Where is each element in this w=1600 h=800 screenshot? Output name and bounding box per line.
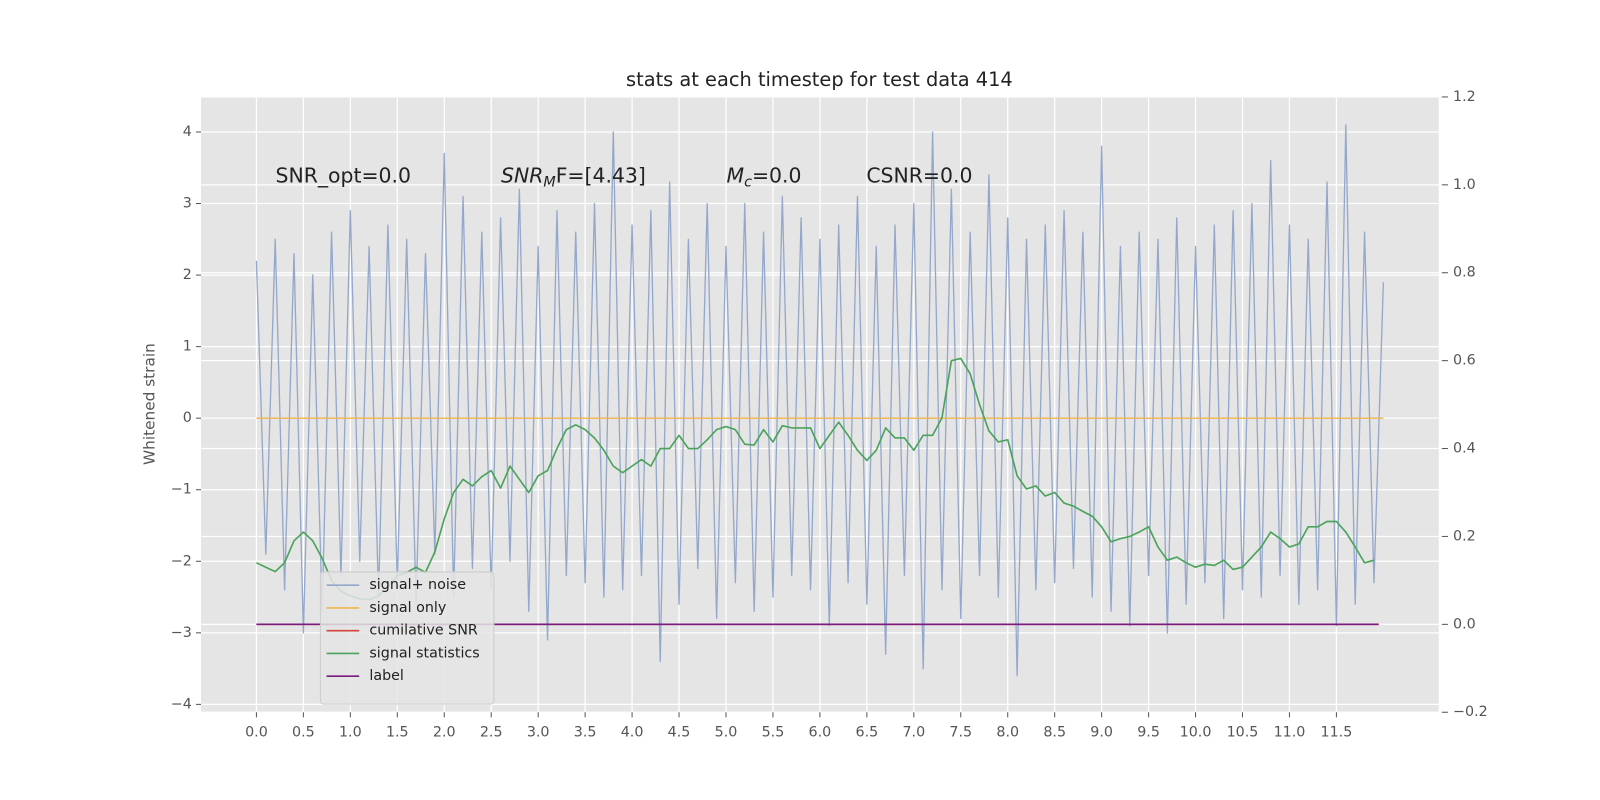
y-tick-label: 3 xyxy=(183,196,192,212)
y2-tick-label: 1.0 xyxy=(1453,177,1476,193)
x-tick-label: 5.0 xyxy=(715,725,738,741)
annotation-base: SNR xyxy=(501,164,543,188)
y2-tick-label: 1.2 xyxy=(1453,89,1476,105)
y-tick-label: 2 xyxy=(183,267,192,283)
y2-tick-label: 0.0 xyxy=(1453,616,1476,632)
x-tick-label: 0.0 xyxy=(245,725,268,741)
x-tick-label: 10.0 xyxy=(1180,725,1212,741)
x-tick-label: 10.5 xyxy=(1227,725,1259,741)
annotation: CSNR=0.0 xyxy=(866,164,972,188)
annotation: Mc=0.0 xyxy=(727,164,802,191)
legend-label: cumilative SNR xyxy=(369,623,477,639)
axes: 0.0 0.5 1.0 1.5 2.0 2.5 3.0 3.5 4.0 4.5 5.0 5.5 6.0 6… xyxy=(171,89,1488,741)
annotation-sub: c xyxy=(744,175,752,191)
legend-box xyxy=(319,571,495,705)
x-tick-label: 11.5 xyxy=(1321,725,1353,741)
y2-tick-label: 0.4 xyxy=(1453,441,1476,457)
x-tick-label: 8.0 xyxy=(996,725,1019,741)
legend-label: signal only xyxy=(369,600,446,616)
y-tick-label: 4 xyxy=(183,124,192,140)
legend-label: signal+ noise xyxy=(369,577,466,593)
x-tick-label: 6.0 xyxy=(809,725,832,741)
legend-label: signal statistics xyxy=(369,645,479,661)
x-tick-label: 2.0 xyxy=(433,725,456,741)
x-tick-label: 7.0 xyxy=(902,725,925,741)
y-tick-label: −3 xyxy=(171,625,192,641)
x-tick-label: 5.5 xyxy=(762,725,785,741)
annotation-rest: =0.0 xyxy=(752,164,802,188)
annotation: SNRMF=[4.43] xyxy=(501,164,646,191)
x-tick-label: 4.5 xyxy=(668,725,691,741)
legend: signal+ noise signal only cumilative SNR si… xyxy=(319,571,495,705)
annotation-base: M xyxy=(727,164,745,188)
y-tick-label: 1 xyxy=(183,339,192,355)
x-tick-label: 3.0 xyxy=(527,725,550,741)
x-tick-label: 1.5 xyxy=(386,725,409,741)
y2-tick-label: 0.8 xyxy=(1453,265,1476,281)
x-tick-label: 9.5 xyxy=(1137,725,1160,741)
y2-tick-label: 0.2 xyxy=(1453,528,1476,544)
y2-tick-label: −0.2 xyxy=(1453,704,1488,720)
legend-label: label xyxy=(369,668,404,684)
x-tick-label: 0.5 xyxy=(292,725,315,741)
x-tick-label: 9.0 xyxy=(1090,725,1113,741)
annotation-sub: M xyxy=(543,175,555,191)
x-tick-label: 11.0 xyxy=(1274,725,1306,741)
annotation: SNR_opt=0.0 xyxy=(276,164,412,189)
y-tick-label: 0 xyxy=(183,410,192,426)
annotation-rest: F=[4.43] xyxy=(556,164,646,188)
series-line xyxy=(255,124,1385,677)
x-tick-label: 6.5 xyxy=(856,725,879,741)
y-tick-label: −1 xyxy=(171,482,192,498)
series-line xyxy=(256,357,1375,601)
y2-tick-label: 0.6 xyxy=(1453,353,1476,369)
x-tick-label: 7.5 xyxy=(949,725,972,741)
y-axis-label: Whitened strain xyxy=(141,343,159,465)
x-tick-label: 4.0 xyxy=(621,725,644,741)
y-tick-label: −4 xyxy=(171,696,192,712)
x-tick-label: 2.5 xyxy=(480,725,503,741)
x-tick-label: 3.5 xyxy=(574,725,597,741)
x-tick-label: 1.0 xyxy=(339,725,362,741)
x-tick-label: 8.5 xyxy=(1043,725,1066,741)
y-tick-label: −2 xyxy=(171,553,192,569)
chart-title: stats at each timestep for test data 414 xyxy=(626,68,1013,91)
